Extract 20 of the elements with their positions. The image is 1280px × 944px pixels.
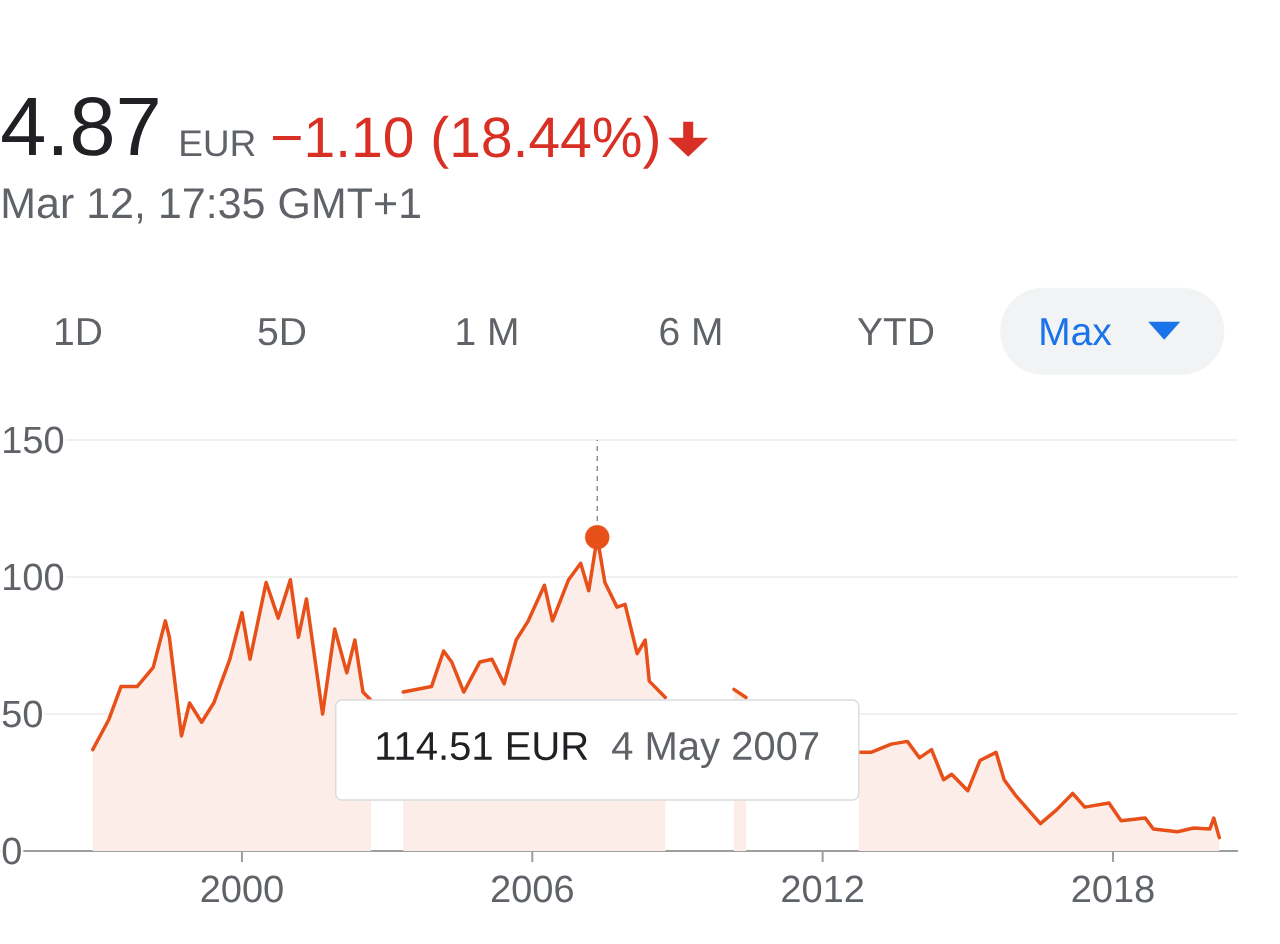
text: Max <box>1041 318 1112 346</box>
y-tick-label: 0 <box>2 837 21 865</box>
chart-subtitle: Mar 12, 17:35 GMT+1 <box>3 187 420 224</box>
y-tick-label: 50 <box>2 700 42 728</box>
x-tick-label: 2006 <box>491 875 573 903</box>
annotation: 4 May 2007 <box>612 731 819 769</box>
text: 5D <box>258 318 306 346</box>
text: 1 M <box>457 318 517 345</box>
x-tick-label: 2000 <box>201 875 283 903</box>
text: EUR <box>181 130 255 157</box>
annotation: 114.51 EUR <box>377 732 588 761</box>
x-tick-label: 2018 <box>1072 875 1154 903</box>
y-tick-label: 150 <box>4 426 64 454</box>
text: YTD <box>857 318 934 345</box>
text: 1D <box>56 318 102 345</box>
y-tick-label: 100 <box>4 563 64 591</box>
x-tick-label: 2012 <box>782 875 863 903</box>
text: 6 M <box>660 317 721 346</box>
text: −1.10 (18.44%) <box>273 115 658 169</box>
chart-title: 4.87 <box>2 97 158 156</box>
